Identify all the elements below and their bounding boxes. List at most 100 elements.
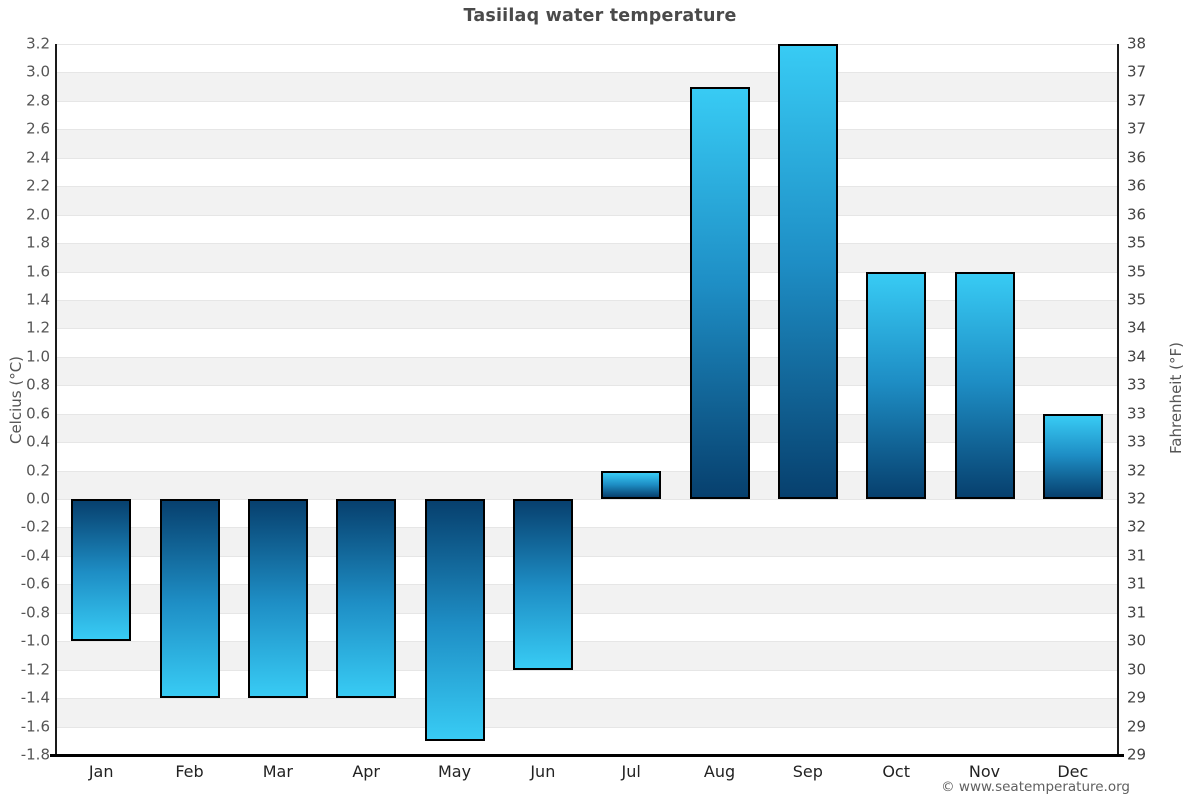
fahrenheit-tick: 32 <box>1127 461 1147 480</box>
month-label-oct: Oct <box>882 762 910 781</box>
bar-sep[interactable] <box>777 44 838 500</box>
grid-band <box>57 243 1117 272</box>
fahrenheit-tick: 36 <box>1127 176 1147 195</box>
celsius-tick: 2.0 <box>26 205 50 224</box>
celsius-tick: 2.8 <box>26 91 50 110</box>
grid-band <box>57 527 1117 556</box>
celsius-tick: -0.4 <box>20 546 50 565</box>
month-label-apr: Apr <box>352 762 380 781</box>
celsius-tick: -1.0 <box>20 631 50 650</box>
fahrenheit-axis-title: Fahrenheit (°F) <box>1167 342 1185 454</box>
fahrenheit-tick: 31 <box>1127 603 1147 622</box>
celsius-tick: 2.4 <box>26 148 50 167</box>
bottom-axis-line <box>50 754 1124 757</box>
fahrenheit-tick: 36 <box>1127 205 1147 224</box>
celsius-tick: -1.4 <box>20 688 50 707</box>
fahrenheit-tick: 33 <box>1127 404 1147 423</box>
fahrenheit-tick: 32 <box>1127 517 1147 536</box>
plot-area <box>57 44 1117 755</box>
bar-oct[interactable] <box>866 271 927 500</box>
grid-band <box>57 299 1117 329</box>
celsius-tick: 0.0 <box>26 489 50 508</box>
bar-jun[interactable] <box>512 499 573 670</box>
celsius-tick: -0.2 <box>20 517 50 536</box>
celsius-tick: 2.6 <box>26 119 50 138</box>
month-label-nov: Nov <box>968 762 1001 781</box>
fahrenheit-tick: 35 <box>1127 262 1147 281</box>
month-label-jan: Jan <box>88 762 114 781</box>
fahrenheit-tick: 33 <box>1127 432 1147 451</box>
grid-band <box>57 129 1117 158</box>
month-label-jul: Jul <box>621 762 641 781</box>
celsius-tick: 1.0 <box>26 347 50 366</box>
fahrenheit-tick: 31 <box>1127 546 1147 565</box>
celsius-tick: -1.8 <box>20 745 50 764</box>
grid-band <box>57 726 1117 755</box>
celsius-tick: 1.8 <box>26 233 50 252</box>
celsius-tick: 1.4 <box>26 290 50 309</box>
grid-band <box>57 698 1117 727</box>
seatemperature-credit-link[interactable]: © www.seatemperature.org <box>941 779 1130 795</box>
fahrenheit-tick: 31 <box>1127 574 1147 593</box>
bar-feb[interactable] <box>159 499 220 699</box>
grid-band <box>57 499 1117 528</box>
month-label-jun: Jun <box>530 762 556 781</box>
bar-aug[interactable] <box>689 86 750 500</box>
celsius-tick: 1.2 <box>26 318 50 337</box>
bar-mar[interactable] <box>247 499 308 699</box>
grid-band <box>57 186 1117 215</box>
month-label-may: May <box>437 762 472 781</box>
fahrenheit-tick: 37 <box>1127 119 1147 138</box>
fahrenheit-tick: 34 <box>1127 347 1147 366</box>
celsius-tick: -0.8 <box>20 603 50 622</box>
fahrenheit-tick: 37 <box>1127 62 1147 81</box>
grid-band <box>57 669 1117 699</box>
grid-band <box>57 641 1117 670</box>
chart-title: Tasiilaq water temperature <box>463 6 737 26</box>
grid-band <box>57 385 1117 414</box>
grid-band <box>57 612 1117 642</box>
month-label-feb: Feb <box>175 762 204 781</box>
celsius-tick: -1.2 <box>20 660 50 679</box>
celsius-tick: 3.2 <box>26 34 50 53</box>
right-axis-line <box>1117 44 1119 755</box>
grid-band <box>57 555 1117 585</box>
grid-band <box>57 442 1117 471</box>
bar-jan[interactable] <box>71 499 132 642</box>
celsius-axis-title: Celcius (°C) <box>7 355 25 445</box>
fahrenheit-tick: 30 <box>1127 660 1147 679</box>
celsius-tick: 1.6 <box>26 262 50 281</box>
grid-band <box>57 214 1117 244</box>
grid-band <box>57 72 1117 101</box>
celsius-tick: 0.4 <box>26 432 50 451</box>
grid-band <box>57 100 1117 130</box>
bar-may[interactable] <box>424 499 485 741</box>
celsius-tick: -0.6 <box>20 574 50 593</box>
fahrenheit-tick: 29 <box>1127 745 1147 764</box>
fahrenheit-tick: 29 <box>1127 717 1147 736</box>
bar-dec[interactable] <box>1042 413 1103 500</box>
grid-band <box>57 356 1117 386</box>
grid-band <box>57 470 1117 500</box>
grid-band <box>57 584 1117 613</box>
fahrenheit-tick: 32 <box>1127 489 1147 508</box>
grid-band <box>57 44 1117 73</box>
fahrenheit-tick: 35 <box>1127 233 1147 252</box>
bar-apr[interactable] <box>336 499 397 699</box>
fahrenheit-tick: 34 <box>1127 318 1147 337</box>
grid-band <box>57 271 1117 300</box>
fahrenheit-tick: 29 <box>1127 688 1147 707</box>
bar-nov[interactable] <box>954 271 1015 500</box>
celsius-tick: 3.0 <box>26 62 50 81</box>
bar-jul[interactable] <box>601 470 662 500</box>
celsius-tick: -1.6 <box>20 717 50 736</box>
celsius-tick: 0.8 <box>26 375 50 394</box>
fahrenheit-tick: 30 <box>1127 631 1147 650</box>
fahrenheit-tick: 37 <box>1127 91 1147 110</box>
celsius-tick: 0.6 <box>26 404 50 423</box>
left-axis-line <box>55 44 57 755</box>
grid-band <box>57 328 1117 357</box>
month-label-mar: Mar <box>262 762 293 781</box>
month-label-dec: Dec <box>1057 762 1089 781</box>
